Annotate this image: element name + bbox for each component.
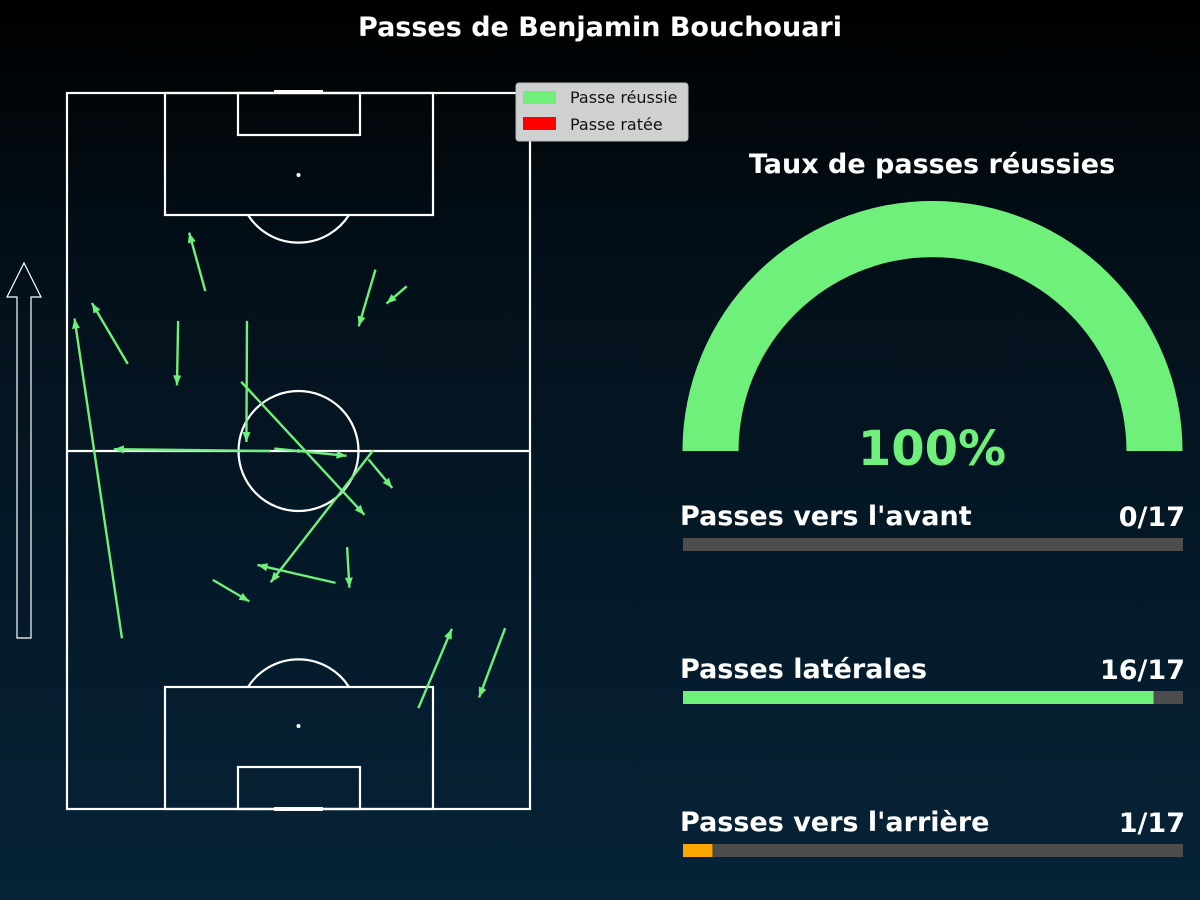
pass-line: [269, 449, 375, 584]
pass-line: [90, 302, 129, 365]
bottom-penalty-arc: [247, 658, 350, 688]
pass-arrowhead: [382, 477, 393, 488]
pass-arrow: [344, 546, 353, 588]
pass-arrowhead: [91, 303, 101, 314]
pass-arrow: [72, 318, 124, 639]
pass-line: [417, 628, 453, 709]
stat-backward-count: 1/17: [1119, 808, 1185, 839]
gauge-percentage: 100%: [858, 421, 1006, 477]
pass-arrowhead: [270, 571, 281, 583]
pass-line: [257, 563, 336, 585]
pass-arrowhead: [72, 318, 80, 330]
top-penalty-area: [163, 91, 435, 217]
gauge-title: Taux de passes réussies: [749, 149, 1115, 180]
top-penalty-spot: [296, 173, 301, 177]
pass-arrow: [90, 302, 129, 365]
pass-arrowhead: [386, 294, 397, 304]
pass-arrow: [367, 458, 394, 489]
stat-lateral-label: Passes latérales: [680, 654, 927, 685]
pass-arrow: [242, 320, 251, 443]
pass-arrowhead: [238, 592, 250, 602]
pass-arrowhead: [478, 686, 487, 698]
legend-swatch-failed: [523, 117, 556, 130]
pass-line: [477, 627, 507, 698]
bottom-penalty-spot: [296, 724, 301, 728]
stat-lateral: Passes latérales 16/17: [680, 654, 1185, 704]
pass-arrow: [187, 232, 207, 292]
gauge-fill: [682, 201, 1183, 451]
football-pitch: [65, 90, 532, 811]
legend: Passe réussie Passe ratée: [515, 82, 689, 142]
pass-arrowhead: [257, 563, 269, 572]
stat-forward-count: 0/17: [1119, 502, 1185, 533]
stat-backward-label: Passes vers l'arrière: [680, 807, 989, 838]
figure-title: Passes de Benjamin Bouchouari: [358, 12, 842, 43]
passes-layer: [72, 232, 507, 709]
legend-label-failed: Passe ratée: [570, 115, 663, 134]
pass-arrow: [385, 285, 408, 305]
stat-backward-fill: [683, 844, 713, 857]
pass-arrowhead: [336, 450, 347, 459]
stat-forward-track: [683, 538, 1183, 551]
pass-arrowhead: [173, 375, 182, 386]
pass-arrow: [274, 447, 347, 459]
pass-arrowhead: [187, 232, 196, 244]
pass-arrow: [477, 627, 507, 698]
pass-arrow: [240, 380, 366, 516]
pass-arrow: [173, 320, 182, 386]
top-six-yard-box: [236, 91, 362, 137]
pass-arrow: [113, 445, 271, 454]
pass-line: [113, 448, 271, 453]
legend-swatch-success: [523, 91, 556, 104]
stat-forward-label: Passes vers l'avant: [680, 501, 972, 532]
pass-arrow: [257, 563, 336, 585]
stat-lateral-fill: [683, 691, 1154, 704]
stat-forward: Passes vers l'avant 0/17: [680, 501, 1185, 551]
pass-arrowhead: [357, 315, 366, 327]
pass-arrowhead: [113, 445, 124, 454]
pass-line: [245, 320, 249, 443]
attack-direction-arrow: [6, 261, 42, 639]
pass-arrowhead: [344, 577, 353, 588]
pass-line: [73, 318, 124, 639]
pass-line: [187, 232, 207, 292]
top-penalty-arc: [247, 214, 350, 244]
stat-backward-track: [683, 844, 1183, 857]
pass-line: [175, 320, 180, 386]
pass-arrow: [417, 628, 453, 709]
pass-arrowhead: [242, 432, 251, 443]
pass-arrow: [269, 449, 375, 584]
pass-line: [240, 380, 366, 516]
pass-arrowhead: [444, 628, 452, 640]
stat-backward: Passes vers l'arrière 1/17: [680, 807, 1185, 857]
pass-line: [274, 447, 347, 457]
legend-label-success: Passe réussie: [570, 88, 678, 107]
legend-box: [515, 82, 689, 142]
stat-lateral-count: 16/17: [1100, 655, 1185, 686]
bottom-penalty-area: [163, 685, 435, 811]
pass-arrow: [212, 578, 250, 603]
pass-arrowhead: [354, 504, 365, 515]
bottom-six-yard-box: [236, 765, 362, 811]
pass-arrow: [357, 269, 377, 327]
